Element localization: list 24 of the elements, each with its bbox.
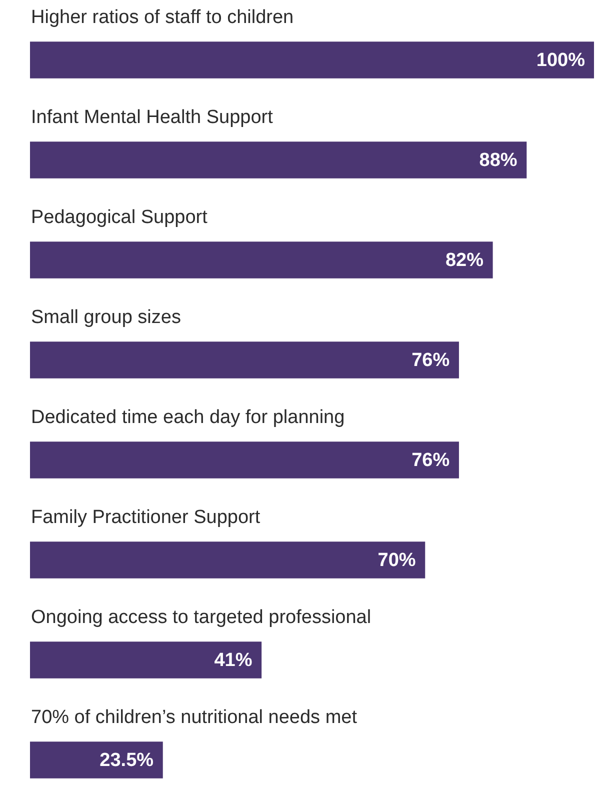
data-label: 100%: [536, 50, 586, 72]
data-label: 70%: [378, 550, 416, 572]
data-label: 76%: [412, 350, 450, 372]
bar: [30, 242, 493, 278]
y-tick-label: Infant Mental Health Support: [31, 107, 274, 128]
y-tick-label: Family Practitioner Support: [31, 507, 261, 528]
bar: [30, 342, 459, 378]
bar: [30, 642, 262, 678]
y-tick-label: Dedicated time each day for planning: [31, 407, 345, 428]
y-tick-label: 70% of children’s nutritional needs met: [31, 707, 358, 728]
y-tick-label: Higher ratios of staff to children: [31, 7, 294, 28]
y-tick-label: Ongoing access to targeted professional: [31, 607, 372, 628]
data-label: 88%: [479, 150, 518, 172]
y-tick-label: Pedagogical Support: [31, 207, 208, 228]
y-tick-label: Small group sizes: [31, 307, 181, 328]
bar: [30, 142, 527, 178]
bar: [30, 442, 459, 478]
bar: [30, 542, 426, 578]
data-label: 76%: [412, 450, 450, 472]
data-label: 41%: [214, 650, 252, 672]
bar: [30, 742, 163, 778]
data-label: 23.5%: [100, 750, 154, 772]
data-label: 82%: [445, 250, 484, 272]
bar: [30, 42, 594, 78]
